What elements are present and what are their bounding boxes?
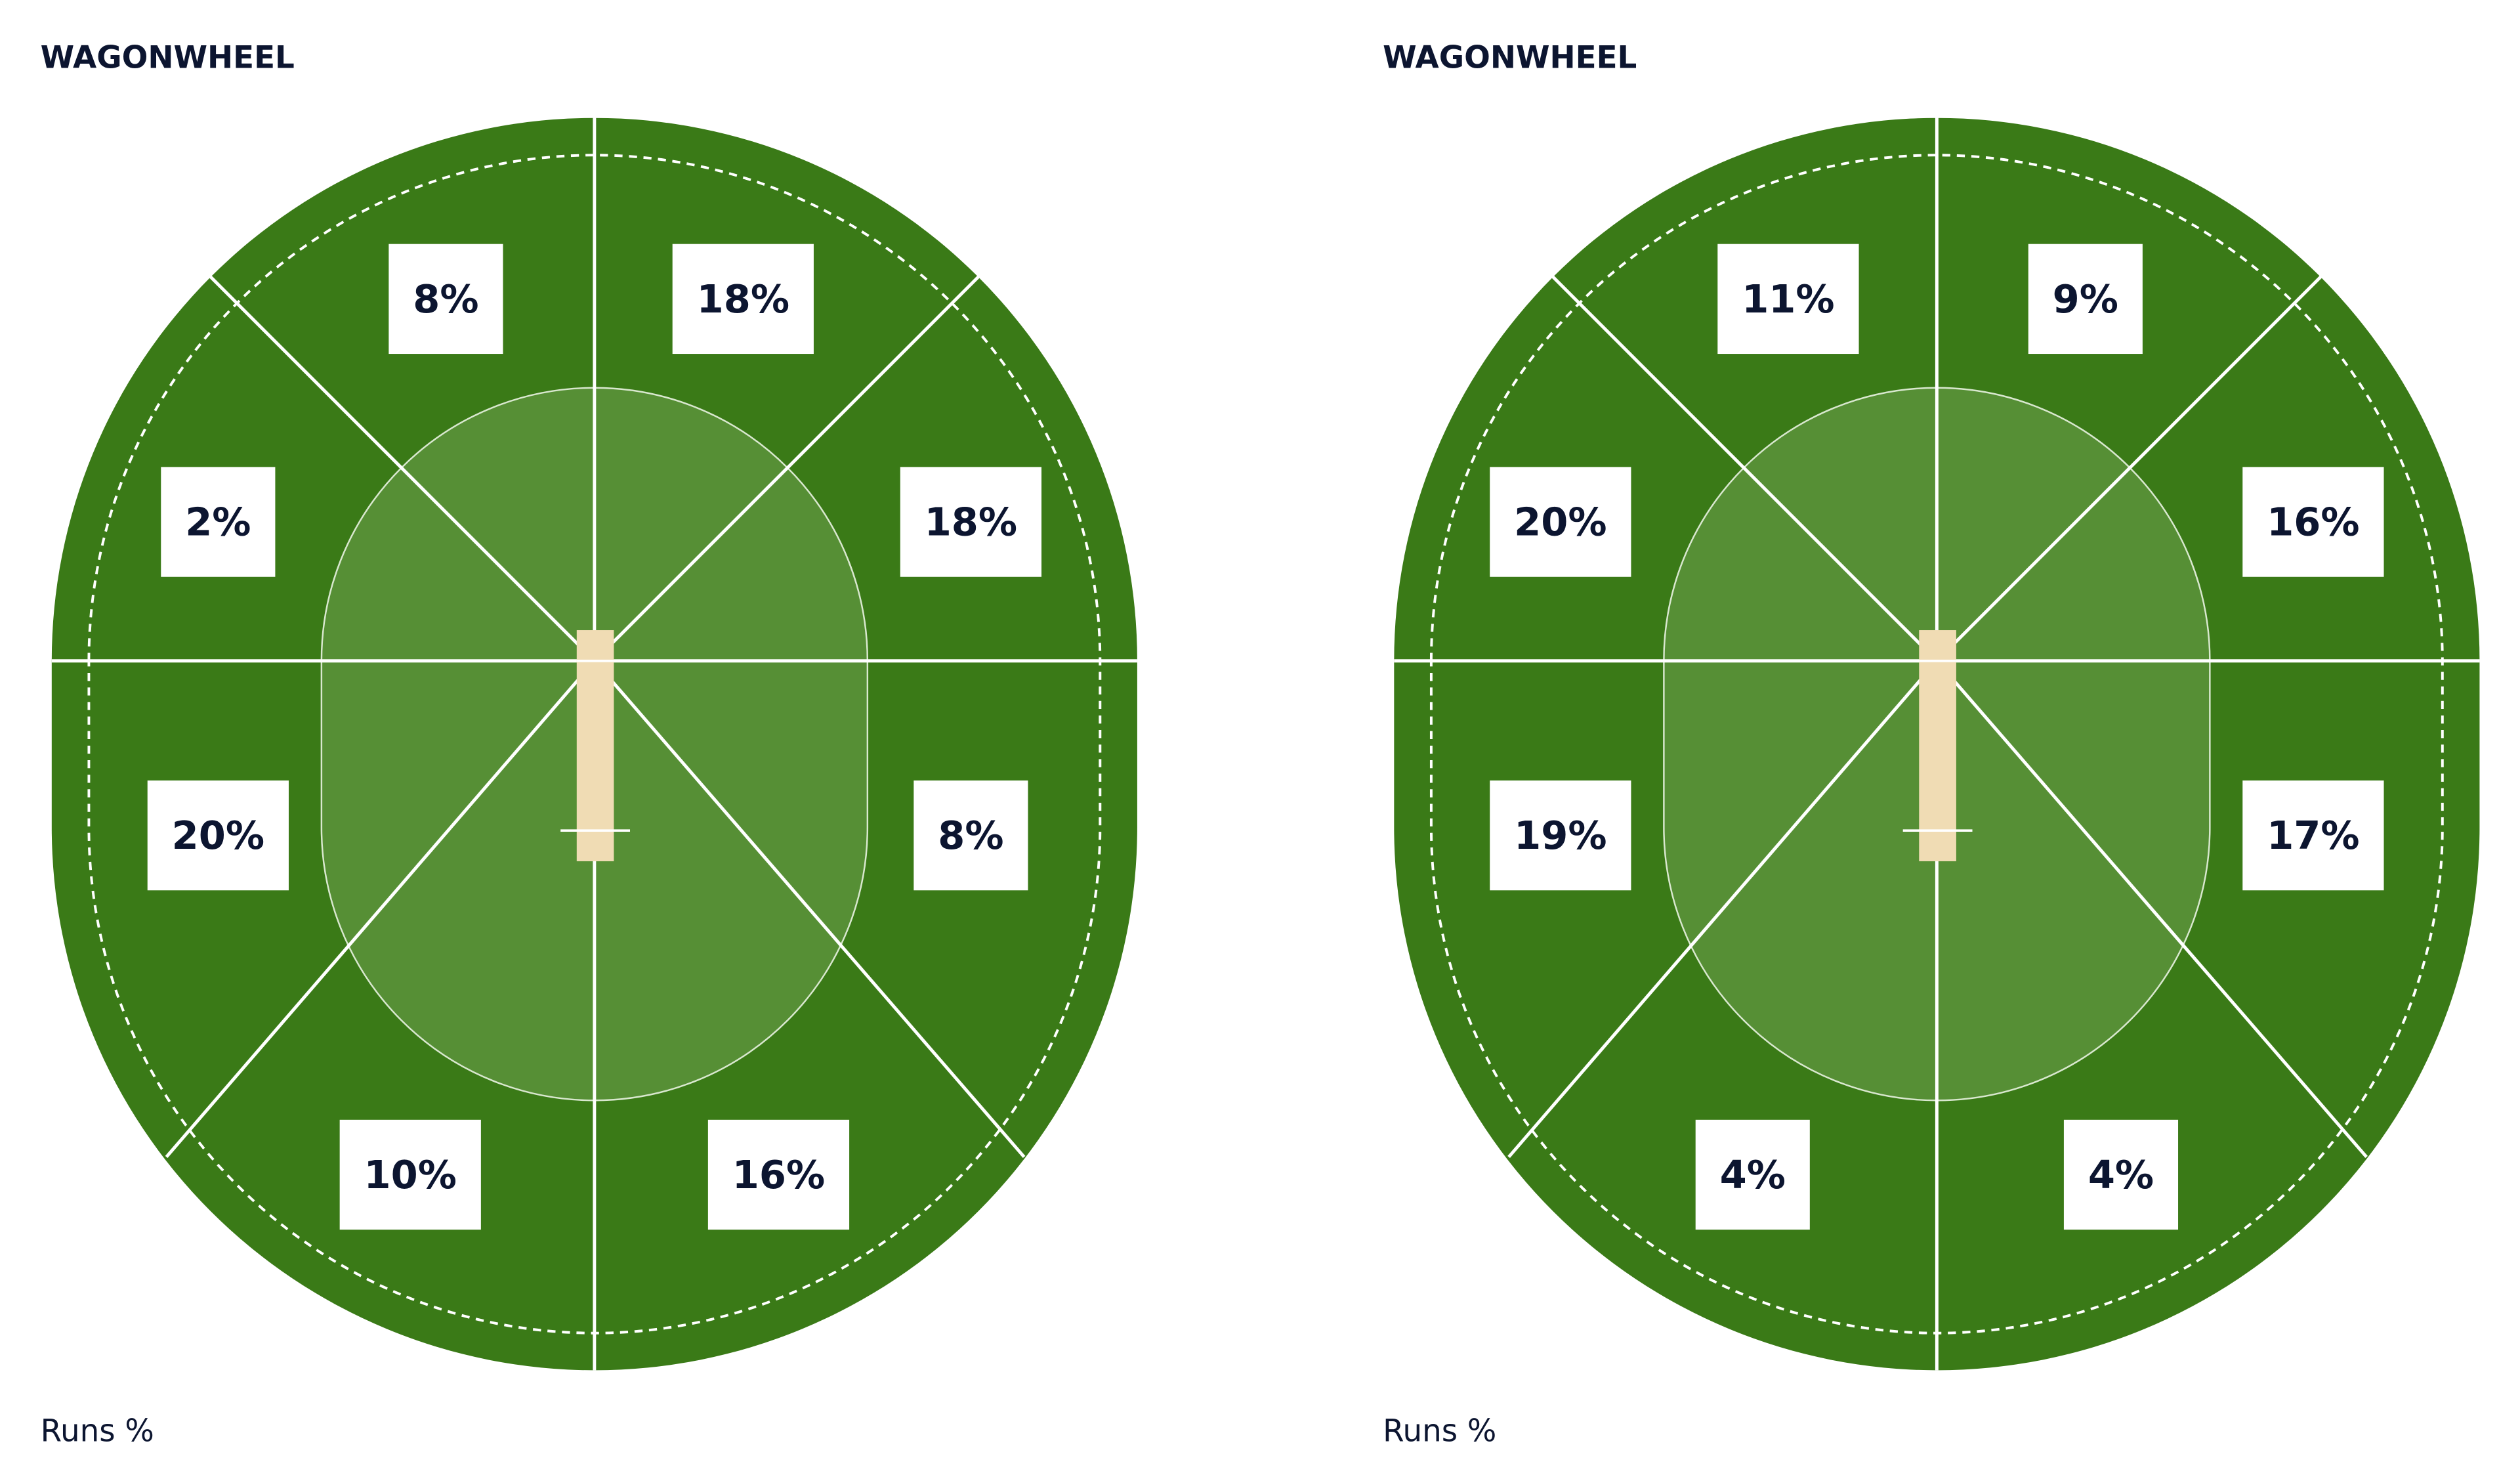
sector-line: [165, 660, 596, 1159]
sector-label: 20%: [1514, 500, 1606, 545]
pitch: [1919, 630, 1956, 861]
sector-label: 18%: [925, 500, 1017, 545]
sector-label-box: [2028, 244, 2143, 354]
sector-label-box: [1490, 467, 1631, 577]
pitch: [576, 630, 614, 861]
panel-title: WAGONWHEEL: [1383, 40, 1637, 75]
sector-label-box: [147, 780, 289, 891]
sector-label: 9%: [2053, 276, 2118, 322]
sector-line: [593, 275, 980, 662]
sector-line: [593, 660, 1026, 1159]
panel-footer: Runs %: [41, 1414, 154, 1449]
sector-label: 2%: [185, 500, 251, 545]
sector-label: 11%: [1742, 276, 1834, 322]
sector-label: 4%: [2088, 1152, 2154, 1197]
sector-label: 18%: [697, 276, 789, 322]
sector-label-box: [1695, 1119, 1810, 1230]
boundary-rope: [87, 154, 1102, 1335]
sector-label-box: [900, 467, 1042, 577]
sector-label: 8%: [413, 276, 478, 322]
sector-line: [1507, 660, 1939, 1159]
sector-label-box: [707, 1119, 850, 1230]
wagonwheel-panel: WAGONWHEEL 11% 9% 16% 17% 4% 4% 19% 20% Runs %: [1383, 40, 2480, 1449]
sector-line: [1935, 660, 2368, 1159]
sector-label-box: [1490, 780, 1631, 891]
wagonwheel-panel: WAGONWHEEL 8% 18% 18% 8% 16% 10% 20% 2% Runs %: [41, 40, 1137, 1449]
sector-label-box: [2063, 1119, 2179, 1230]
sector-label: 16%: [2267, 500, 2359, 545]
sector-label: 8%: [938, 813, 1003, 858]
sector-label: 19%: [1514, 813, 1606, 858]
sector-line: [1551, 275, 1939, 662]
sector-label-box: [161, 467, 276, 577]
sector-label-box: [1717, 244, 1859, 354]
sector-label: 10%: [364, 1152, 457, 1197]
panel-footer: Runs %: [1383, 1414, 1496, 1449]
sector-label: 20%: [172, 813, 264, 858]
boundary-rope: [1429, 154, 2444, 1335]
sector-label-box: [914, 780, 1028, 891]
sector-label-box: [2242, 467, 2384, 577]
sector-line: [209, 275, 596, 662]
sector-label-box: [2242, 780, 2384, 891]
sector-line: [1935, 275, 2322, 662]
panel-title: WAGONWHEEL: [41, 40, 295, 75]
sector-label: 17%: [2267, 813, 2359, 858]
sector-label-box: [339, 1119, 481, 1230]
sector-label-box: [388, 244, 503, 354]
sector-label: 4%: [1720, 1152, 1786, 1197]
sector-label-box: [672, 244, 814, 354]
sector-label: 16%: [732, 1152, 825, 1197]
